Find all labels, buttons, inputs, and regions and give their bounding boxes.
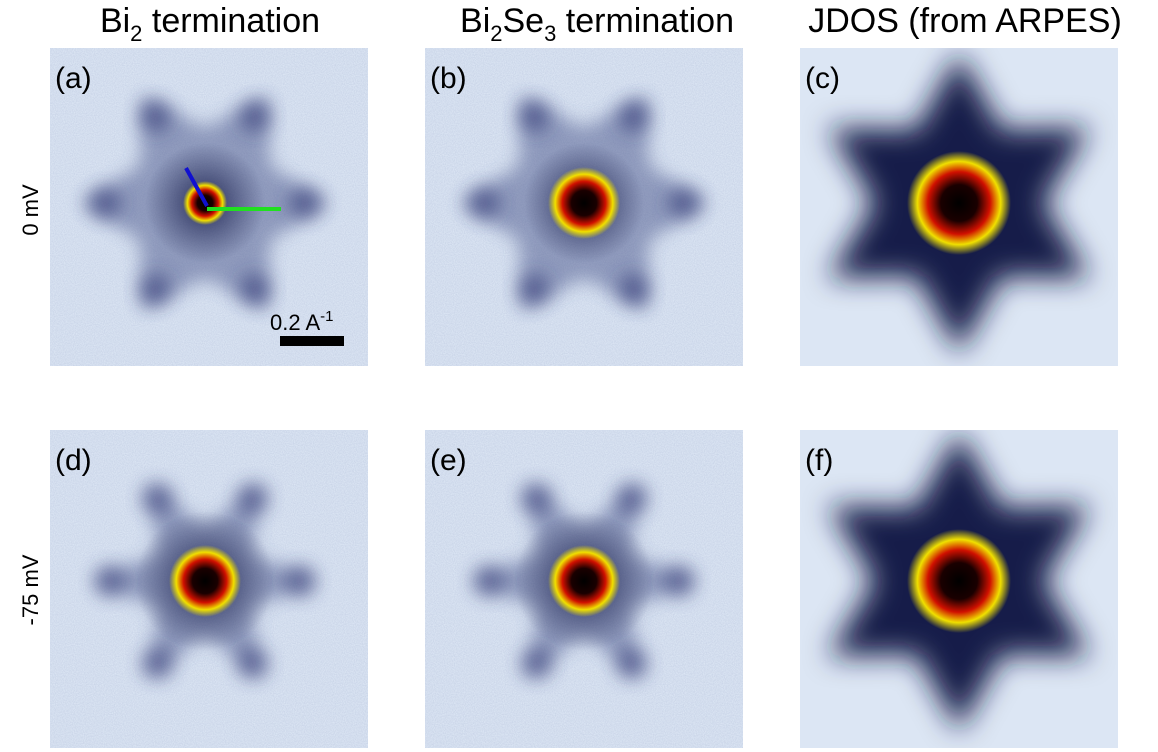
subscript: 2 (490, 21, 502, 46)
vector-blue (184, 167, 209, 207)
spot (618, 273, 650, 306)
scale-bar (280, 336, 344, 346)
header: Bi2 termination (100, 2, 320, 46)
spot (289, 187, 321, 219)
spot (239, 273, 271, 306)
spot (668, 187, 700, 219)
panel (50, 430, 368, 748)
spot (141, 647, 174, 680)
core (169, 545, 241, 617)
spot (139, 273, 171, 306)
panel-label: (d) (55, 444, 92, 477)
spot (520, 482, 553, 515)
spot (239, 100, 271, 133)
header-part: Bi (100, 2, 130, 40)
spot (284, 565, 316, 597)
panel-label: (b) (430, 62, 467, 95)
subscript: 2 (130, 21, 142, 46)
header-part: Bi (460, 2, 490, 40)
scale-text: 0.2 A (270, 310, 320, 335)
panel (800, 48, 1118, 366)
spot (518, 100, 550, 133)
header-part: termination (142, 2, 320, 40)
core (548, 545, 620, 617)
header-part: termination (556, 2, 734, 40)
spot (473, 565, 505, 597)
panel-label: (e) (430, 444, 467, 477)
header: Bi2Se3 termination (460, 2, 734, 46)
spot (618, 100, 650, 133)
spot (89, 187, 121, 219)
panel (425, 430, 743, 748)
panel-label: (c) (805, 62, 840, 95)
spot (518, 273, 550, 306)
spot (468, 187, 500, 219)
superscript: -1 (320, 308, 333, 325)
panel-label: (a) (55, 62, 92, 95)
row-label: 0 mV (18, 184, 43, 236)
spot (139, 100, 171, 133)
spot (141, 482, 174, 515)
spot (94, 565, 126, 597)
header-part: Se (503, 2, 545, 40)
row-label: -75 mV (18, 554, 43, 625)
spot (615, 647, 648, 680)
spot (236, 482, 269, 515)
core (907, 529, 1011, 633)
spot (520, 647, 553, 680)
header: JDOS (from ARPES) (808, 2, 1122, 40)
spot (236, 647, 269, 680)
panel (425, 48, 743, 366)
panel (800, 430, 1118, 748)
header-part: JDOS (from ARPES) (808, 2, 1122, 40)
core (548, 167, 620, 239)
spot (663, 565, 695, 597)
core (907, 151, 1011, 255)
subscript: 3 (544, 21, 556, 46)
scale-label: 0.2 A-1 (270, 308, 334, 335)
panel-label: (f) (805, 444, 833, 477)
spot (615, 482, 648, 515)
